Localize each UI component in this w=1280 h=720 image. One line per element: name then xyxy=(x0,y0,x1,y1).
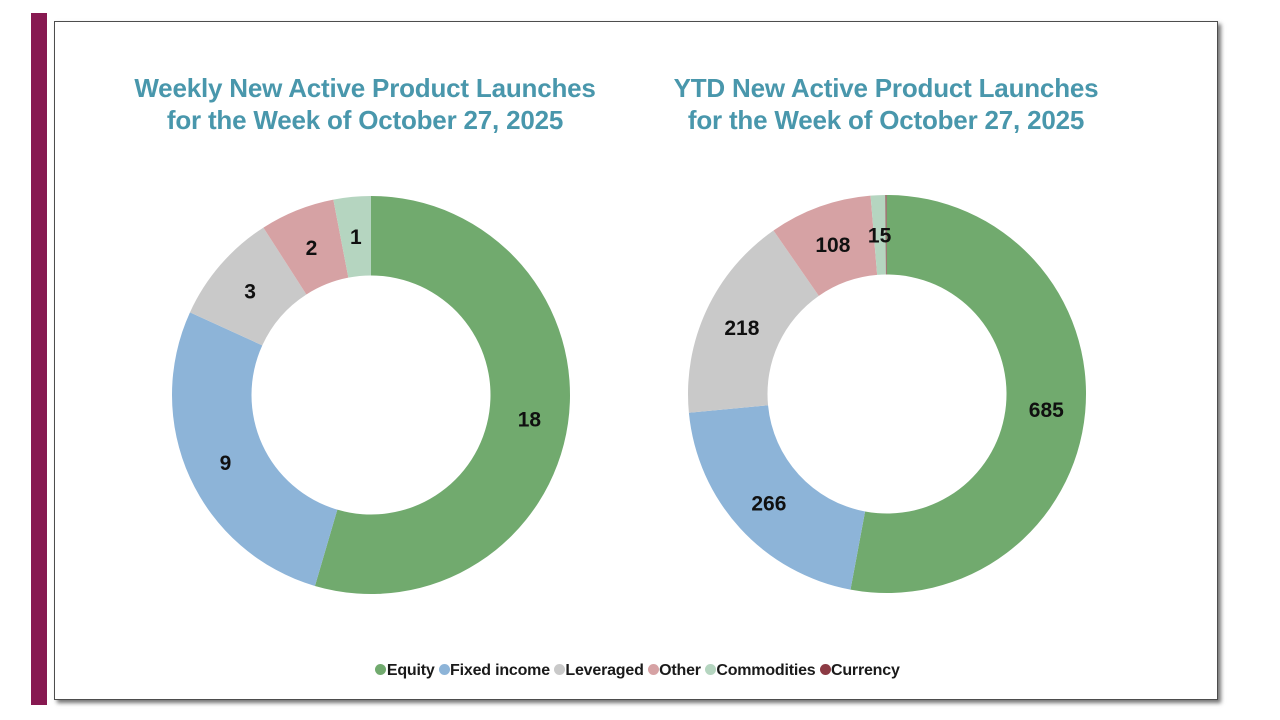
svg-text:2: 2 xyxy=(306,237,318,260)
svg-text:3: 3 xyxy=(244,281,256,304)
svg-text:218: 218 xyxy=(724,317,759,340)
svg-text:266: 266 xyxy=(751,492,786,515)
svg-text:9: 9 xyxy=(220,452,232,475)
svg-text:1: 1 xyxy=(350,226,362,249)
svg-text:108: 108 xyxy=(815,234,850,257)
svg-text:15: 15 xyxy=(868,225,892,248)
svg-text:685: 685 xyxy=(1029,399,1064,422)
svg-text:18: 18 xyxy=(518,408,542,431)
